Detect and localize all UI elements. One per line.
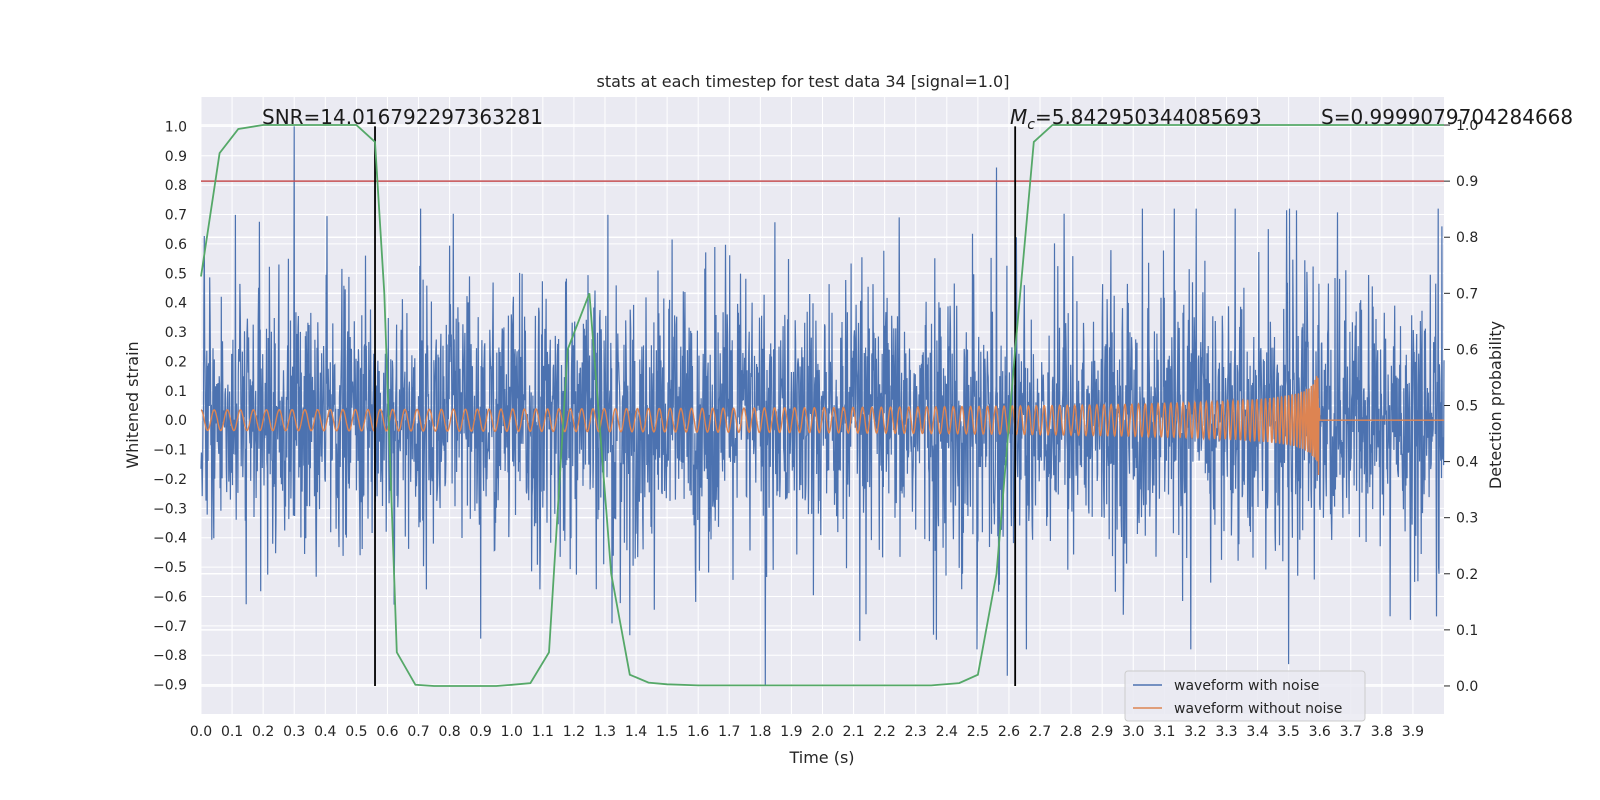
x-tick-label: 2.6	[998, 724, 1020, 740]
x-tick-label: 2.4	[936, 724, 958, 740]
legend: waveform with noise waveform without noi…	[1124, 670, 1366, 722]
x-tick-label: 3.0	[1122, 724, 1144, 740]
x-tick-label: 1.7	[718, 724, 740, 740]
y2-tick-label: 0.0	[1456, 679, 1478, 695]
y-tick-label: 0.0	[165, 413, 187, 429]
y-tick-label: 0.5	[165, 266, 187, 282]
y-tick-label: 0.4	[165, 296, 187, 312]
x-tick-label: 2.7	[1029, 724, 1051, 740]
y-tick-label: −0.5	[153, 560, 187, 576]
x-tick-label: 3.1	[1153, 724, 1175, 740]
x-tick-label: 1.9	[780, 724, 802, 740]
y2-axis-label: Detection probability	[1486, 321, 1505, 489]
x-tick-label: 0.3	[283, 724, 305, 740]
x-tick-label: 0.6	[376, 724, 398, 740]
y2-tick-label: 0.4	[1456, 455, 1478, 471]
y2-tick-label: 0.1	[1456, 623, 1478, 639]
x-tick-label: 2.5	[967, 724, 989, 740]
x-tick-label: 0.4	[314, 724, 336, 740]
y-tick-label: −0.6	[153, 589, 187, 605]
x-tick-label: 3.3	[1215, 724, 1237, 740]
y-tick-label: 1.0	[165, 119, 187, 135]
x-axis-label: Time (s)	[788, 748, 854, 767]
x-tick-label: 0.0	[190, 724, 212, 740]
y2-tick-label: 0.5	[1456, 399, 1478, 415]
x-tick-label: 1.5	[656, 724, 678, 740]
y-tick-label: 0.7	[165, 208, 187, 224]
y-tick-label: 0.2	[165, 354, 187, 370]
x-tick-label: 3.4	[1246, 724, 1268, 740]
x-tick-label: 1.2	[563, 724, 585, 740]
x-tick-label: 3.8	[1371, 724, 1393, 740]
x-tick-label: 2.8	[1060, 724, 1082, 740]
x-tick-label: 3.5	[1277, 724, 1299, 740]
y-tick-label: 0.3	[165, 325, 187, 341]
x-tick-label: 0.5	[345, 724, 367, 740]
ticks: 0.0 0.1 0.2 0.3 0.4 0.5 0.6 0.7 0.8 0.9 1.0 1.1 1.2 1…	[153, 118, 1478, 740]
s-annotation: S=0.9999079704284668	[1321, 105, 1573, 129]
x-tick-label: 0.2	[252, 724, 274, 740]
x-tick-label: 1.8	[749, 724, 771, 740]
x-tick-label: 2.2	[874, 724, 896, 740]
y-tick-label: 0.6	[165, 237, 187, 253]
y-tick-label: −0.2	[153, 472, 187, 488]
x-tick-label: 3.6	[1309, 724, 1331, 740]
x-tick-label: 3.9	[1402, 724, 1424, 740]
x-tick-label: 0.8	[438, 724, 460, 740]
x-tick-label: 1.1	[532, 724, 554, 740]
x-tick-label: 0.9	[470, 724, 492, 740]
overlay	[200, 124, 1444, 687]
x-tick-label: 2.9	[1091, 724, 1113, 740]
noise-line	[200, 126, 1445, 685]
clean-line	[200, 375, 1444, 476]
x-tick-label: 3.2	[1184, 724, 1206, 740]
y-tick-label: 0.9	[165, 149, 187, 165]
x-tick-label: 1.6	[687, 724, 709, 740]
y2-tick-label: 0.9	[1456, 174, 1478, 190]
y2-tick-label: 0.6	[1456, 342, 1478, 358]
legend-label-noise: waveform with noise	[1174, 678, 1319, 694]
y-tick-label: 0.8	[165, 178, 187, 194]
y-tick-label: 0.1	[165, 384, 187, 400]
y-tick-label: −0.1	[153, 443, 187, 459]
y-tick-label: −0.9	[153, 678, 187, 694]
clean-series	[200, 375, 1444, 476]
legend-box	[1124, 670, 1366, 722]
y2-tick-label: 1.0	[1456, 118, 1478, 134]
x-tick-label: 2.1	[842, 724, 864, 740]
chirp-mass-annotation: Mc=5.842950344085693	[1010, 105, 1262, 133]
probability-line	[200, 124, 1444, 687]
chart-title: stats at each timestep for test data 34 …	[597, 72, 1010, 91]
y2-tick-label: 0.8	[1456, 230, 1478, 246]
y-axis-label: Whitened strain	[123, 341, 142, 468]
x-tick-label: 1.3	[594, 724, 616, 740]
legend-label-clean: waveform without noise	[1174, 701, 1342, 717]
y-tick-label: −0.8	[153, 648, 187, 664]
y2-tick-label: 0.7	[1456, 286, 1478, 302]
y2-tick-label: 0.3	[1456, 511, 1478, 527]
x-tick-label: 1.4	[625, 724, 647, 740]
noise-series	[200, 126, 1445, 685]
x-tick-label: 0.7	[407, 724, 429, 740]
snr-annotation: SNR=14.016792297363281	[262, 105, 543, 129]
x-tick-label: 2.3	[905, 724, 927, 740]
y-tick-label: −0.3	[153, 501, 187, 517]
x-tick-label: 0.1	[221, 724, 243, 740]
y-tick-label: −0.7	[153, 619, 187, 635]
y2-tick-label: 0.2	[1456, 567, 1478, 583]
y-tick-label: −0.4	[153, 531, 187, 547]
x-tick-label: 3.7	[1340, 724, 1362, 740]
x-tick-label: 2.0	[811, 724, 833, 740]
x-tick-label: 1.0	[501, 724, 523, 740]
